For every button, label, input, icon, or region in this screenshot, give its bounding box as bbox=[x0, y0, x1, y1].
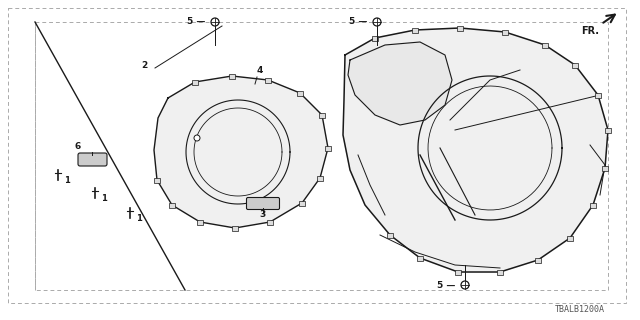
Text: 4: 4 bbox=[257, 66, 263, 75]
Bar bbox=[595, 92, 601, 98]
Bar bbox=[605, 127, 611, 132]
Bar bbox=[325, 146, 331, 150]
Bar bbox=[232, 226, 238, 230]
Bar bbox=[455, 269, 461, 275]
Circle shape bbox=[373, 18, 381, 26]
Bar bbox=[417, 255, 423, 260]
Bar bbox=[317, 175, 323, 180]
Polygon shape bbox=[154, 76, 328, 228]
Circle shape bbox=[211, 18, 219, 26]
Bar bbox=[154, 178, 160, 182]
Text: TBALB1200A: TBALB1200A bbox=[555, 306, 605, 315]
Text: 5 —: 5 — bbox=[349, 18, 367, 27]
Text: 5 —: 5 — bbox=[436, 281, 455, 290]
Bar bbox=[319, 113, 325, 117]
Circle shape bbox=[461, 281, 469, 289]
Bar bbox=[169, 203, 175, 207]
Bar bbox=[572, 62, 578, 68]
Bar bbox=[567, 236, 573, 241]
FancyBboxPatch shape bbox=[78, 153, 107, 166]
Bar bbox=[497, 269, 503, 275]
Text: 6: 6 bbox=[75, 142, 81, 151]
Text: 3: 3 bbox=[260, 210, 266, 219]
Bar bbox=[267, 220, 273, 225]
Bar bbox=[542, 43, 548, 47]
Text: 2: 2 bbox=[141, 61, 148, 70]
Bar bbox=[299, 201, 305, 205]
Text: 5 —: 5 — bbox=[187, 18, 205, 27]
Text: 1: 1 bbox=[64, 176, 70, 185]
Bar bbox=[197, 220, 203, 225]
Bar bbox=[412, 28, 418, 33]
Text: FR.: FR. bbox=[581, 26, 599, 36]
Bar bbox=[535, 258, 541, 262]
Text: 1: 1 bbox=[101, 194, 107, 203]
Bar bbox=[35, 22, 608, 290]
Bar bbox=[502, 29, 508, 35]
Bar bbox=[590, 203, 596, 207]
Circle shape bbox=[194, 135, 200, 141]
Bar bbox=[265, 77, 271, 83]
Bar bbox=[387, 233, 393, 237]
Bar bbox=[372, 36, 378, 41]
Polygon shape bbox=[348, 42, 452, 125]
Text: 1: 1 bbox=[136, 214, 142, 223]
FancyBboxPatch shape bbox=[246, 197, 280, 210]
Bar bbox=[192, 79, 198, 84]
Polygon shape bbox=[343, 28, 608, 272]
Bar bbox=[457, 26, 463, 30]
Bar bbox=[229, 74, 235, 78]
Bar bbox=[602, 165, 608, 171]
Bar bbox=[297, 91, 303, 95]
